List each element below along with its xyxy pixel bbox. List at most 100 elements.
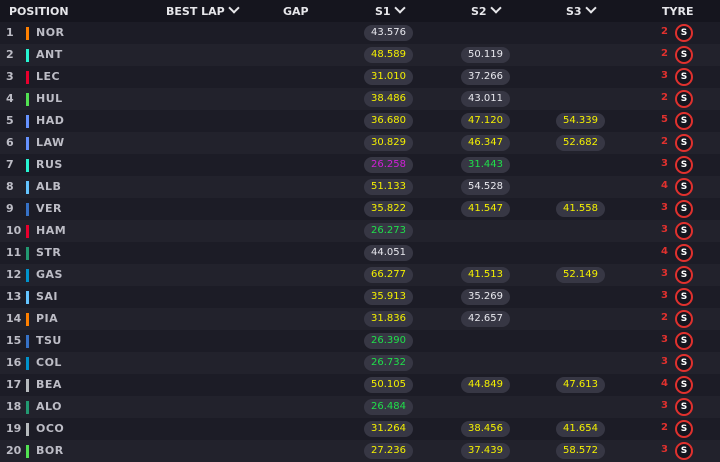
position-number: 18 <box>6 400 22 413</box>
chevron-down-icon <box>489 2 502 14</box>
s3-time: 41.558 <box>556 201 605 217</box>
s1-sort-button[interactable]: S1 <box>375 2 406 18</box>
team-color-bar <box>26 247 29 260</box>
tyre-stint-count: 2 <box>661 92 668 103</box>
s1-time: 31.264 <box>364 421 413 437</box>
s2-time: 37.266 <box>461 69 510 85</box>
s1-time: 35.822 <box>364 201 413 217</box>
driver-code: HAM <box>36 224 67 237</box>
driver-code: BEA <box>36 378 62 391</box>
driver-code: STR <box>36 246 62 259</box>
team-color-bar <box>26 203 29 216</box>
s1-time: 26.732 <box>364 355 413 371</box>
team-color-bar <box>26 137 29 150</box>
table-row[interactable]: 1 NOR 43.576 2 S <box>0 22 720 44</box>
soft-tyre-icon: S <box>675 112 693 130</box>
tyre-stint-count: 4 <box>661 378 668 389</box>
s2-header-label: S2 <box>471 5 487 18</box>
driver-code: HUL <box>36 92 63 105</box>
s1-time: 35.913 <box>364 289 413 305</box>
table-row[interactable]: 18 ALO 26.484 3 S <box>0 396 720 418</box>
team-color-bar <box>26 379 29 392</box>
team-color-bar <box>26 115 29 128</box>
table-row[interactable]: 7 RUS 26.258 31.443 3 S <box>0 154 720 176</box>
chevron-down-icon <box>584 2 597 14</box>
team-color-bar <box>26 335 29 348</box>
position-number: 6 <box>6 136 14 149</box>
s2-time: 50.119 <box>461 47 510 63</box>
soft-tyre-icon: S <box>675 266 693 284</box>
s1-time: 66.277 <box>364 267 413 283</box>
table-row[interactable]: 16 COL 26.732 3 S <box>0 352 720 374</box>
table-row[interactable]: 10 HAM 26.273 3 S <box>0 220 720 242</box>
table-row[interactable]: 5 HAD 36.680 47.120 54.339 5 S <box>0 110 720 132</box>
soft-tyre-icon: S <box>675 244 693 262</box>
chevron-down-icon <box>228 2 240 14</box>
tyre-stint-count: 3 <box>661 268 668 279</box>
position-number: 14 <box>6 312 22 325</box>
s2-time: 44.849 <box>461 377 510 393</box>
table-row[interactable]: 19 OCO 31.264 38.456 41.654 2 S <box>0 418 720 440</box>
s2-time: 41.547 <box>461 201 510 217</box>
s1-time: 44.051 <box>364 245 413 261</box>
s1-time: 51.133 <box>364 179 413 195</box>
s2-sort-button[interactable]: S2 <box>471 2 502 18</box>
tyre-stint-count: 3 <box>661 70 668 81</box>
team-color-bar <box>26 423 29 436</box>
s2-time: 54.528 <box>461 179 510 195</box>
s1-time: 31.010 <box>364 69 413 85</box>
s1-time: 30.829 <box>364 135 413 151</box>
tyre-stint-count: 2 <box>661 48 668 59</box>
table-row[interactable]: 17 BEA 50.105 44.849 47.613 4 S <box>0 374 720 396</box>
driver-code: ALO <box>36 400 62 413</box>
table-row[interactable]: 13 SAI 35.913 35.269 3 S <box>0 286 720 308</box>
position-number: 5 <box>6 114 14 127</box>
table-row[interactable]: 2 ANT 48.589 50.119 2 S <box>0 44 720 66</box>
team-color-bar <box>26 159 29 172</box>
tyre-stint-count: 3 <box>661 334 668 345</box>
soft-tyre-icon: S <box>675 222 693 240</box>
table-row[interactable]: 6 LAW 30.829 46.347 52.682 2 S <box>0 132 720 154</box>
position-number: 3 <box>6 70 14 83</box>
s1-header-label: S1 <box>375 5 391 18</box>
s1-time: 26.390 <box>364 333 413 349</box>
table-row[interactable]: 15 TSU 26.390 3 S <box>0 330 720 352</box>
table-row[interactable]: 11 STR 44.051 4 S <box>0 242 720 264</box>
position-number: 1 <box>6 26 14 39</box>
tyre-stint-count: 3 <box>661 224 668 235</box>
position-number: 9 <box>6 202 14 215</box>
s2-time: 43.011 <box>461 91 510 107</box>
soft-tyre-icon: S <box>675 376 693 394</box>
driver-code: ANT <box>36 48 63 61</box>
tyre-stint-count: 3 <box>661 290 668 301</box>
table-row[interactable]: 9 VER 35.822 41.547 41.558 3 S <box>0 198 720 220</box>
table-row[interactable]: 12 GAS 66.277 41.513 52.149 3 S <box>0 264 720 286</box>
best-lap-sort-button[interactable]: BEST LAP <box>166 2 240 18</box>
driver-code: COL <box>36 356 62 369</box>
team-color-bar <box>26 27 29 40</box>
driver-code: ALB <box>36 180 62 193</box>
s2-time: 37.439 <box>461 443 510 459</box>
s3-time: 54.339 <box>556 113 605 129</box>
table-row[interactable]: 4 HUL 38.486 43.011 2 S <box>0 88 720 110</box>
position-header: POSITION <box>9 5 69 18</box>
driver-code: PIA <box>36 312 59 325</box>
tyre-stint-count: 2 <box>661 422 668 433</box>
table-row[interactable]: 20 BOR 27.236 37.439 58.572 3 S <box>0 440 720 462</box>
s3-time: 41.654 <box>556 421 605 437</box>
table-row[interactable]: 3 LEC 31.010 37.266 3 S <box>0 66 720 88</box>
position-number: 19 <box>6 422 22 435</box>
table-row[interactable]: 8 ALB 51.133 54.528 4 S <box>0 176 720 198</box>
s1-time: 26.484 <box>364 399 413 415</box>
s1-time: 36.680 <box>364 113 413 129</box>
s1-time: 38.486 <box>364 91 413 107</box>
team-color-bar <box>26 313 29 326</box>
s3-sort-button[interactable]: S3 <box>566 2 597 18</box>
soft-tyre-icon: S <box>675 134 693 152</box>
driver-code: LAW <box>36 136 65 149</box>
table-row[interactable]: 14 PIA 31.836 42.657 2 S <box>0 308 720 330</box>
soft-tyre-icon: S <box>675 68 693 86</box>
tyre-stint-count: 3 <box>661 400 668 411</box>
driver-code: HAD <box>36 114 65 127</box>
